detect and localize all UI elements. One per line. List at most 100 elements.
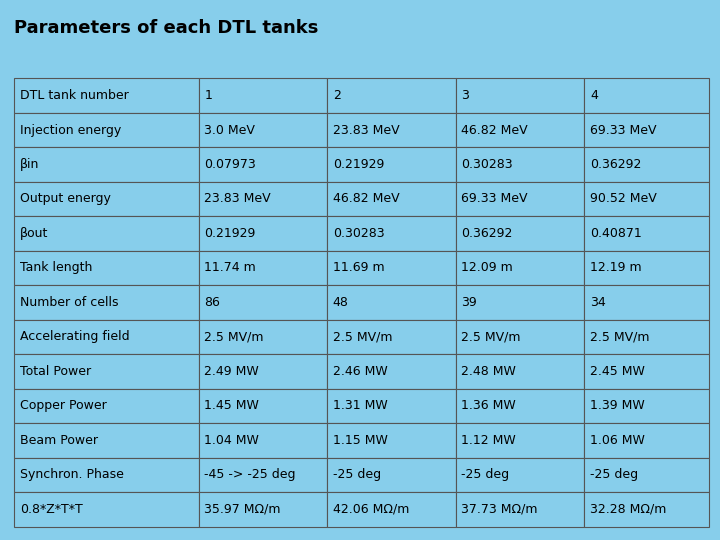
Bar bbox=[14, 78, 199, 113]
Text: 1: 1 bbox=[204, 89, 212, 102]
Text: 0.8*Z*T*T: 0.8*Z*T*T bbox=[20, 503, 83, 516]
Text: 11.74 m: 11.74 m bbox=[204, 261, 256, 274]
Text: 0.30283: 0.30283 bbox=[333, 227, 384, 240]
Bar bbox=[199, 457, 327, 492]
Text: 37.73 MΩ/m: 37.73 MΩ/m bbox=[462, 503, 538, 516]
Bar bbox=[456, 492, 584, 526]
Bar bbox=[199, 147, 327, 182]
Bar bbox=[456, 216, 584, 251]
Bar bbox=[327, 423, 456, 457]
Bar bbox=[199, 216, 327, 251]
Bar bbox=[327, 320, 456, 354]
Text: Injection energy: Injection energy bbox=[20, 124, 122, 137]
Text: 1.31 MW: 1.31 MW bbox=[333, 400, 387, 413]
Text: Output energy: Output energy bbox=[20, 192, 111, 205]
Bar bbox=[584, 216, 709, 251]
Text: 0.36292: 0.36292 bbox=[590, 158, 642, 171]
Text: 32.28 MΩ/m: 32.28 MΩ/m bbox=[590, 503, 666, 516]
Text: Parameters of each DTL tanks: Parameters of each DTL tanks bbox=[14, 19, 319, 37]
Text: 2.48 MW: 2.48 MW bbox=[462, 365, 516, 378]
Bar bbox=[327, 389, 456, 423]
Bar bbox=[456, 78, 584, 113]
Bar bbox=[456, 423, 584, 457]
Bar bbox=[199, 492, 327, 526]
Text: 2.5 MV/m: 2.5 MV/m bbox=[333, 330, 392, 343]
Bar bbox=[199, 320, 327, 354]
Text: 4: 4 bbox=[590, 89, 598, 102]
Bar bbox=[199, 354, 327, 389]
Bar bbox=[14, 216, 199, 251]
Bar bbox=[584, 147, 709, 182]
Bar bbox=[456, 251, 584, 285]
Text: βout: βout bbox=[20, 227, 48, 240]
Bar bbox=[456, 182, 584, 216]
Text: -25 deg: -25 deg bbox=[590, 468, 638, 481]
Bar bbox=[456, 147, 584, 182]
Text: 42.06 MΩ/m: 42.06 MΩ/m bbox=[333, 503, 409, 516]
Bar bbox=[327, 147, 456, 182]
Text: 2.5 MV/m: 2.5 MV/m bbox=[462, 330, 521, 343]
Bar bbox=[199, 285, 327, 320]
Text: Copper Power: Copper Power bbox=[20, 400, 107, 413]
Bar bbox=[327, 285, 456, 320]
Text: 1.39 MW: 1.39 MW bbox=[590, 400, 644, 413]
Text: 0.40871: 0.40871 bbox=[590, 227, 642, 240]
Text: 12.19 m: 12.19 m bbox=[590, 261, 642, 274]
Text: DTL tank number: DTL tank number bbox=[20, 89, 129, 102]
Bar bbox=[584, 182, 709, 216]
Bar bbox=[584, 320, 709, 354]
Bar bbox=[14, 354, 199, 389]
Bar bbox=[14, 492, 199, 526]
Text: Tank length: Tank length bbox=[20, 261, 93, 274]
Bar bbox=[327, 113, 456, 147]
Bar bbox=[327, 251, 456, 285]
Text: 1.15 MW: 1.15 MW bbox=[333, 434, 387, 447]
Bar bbox=[14, 389, 199, 423]
Text: 2.5 MV/m: 2.5 MV/m bbox=[204, 330, 264, 343]
Text: -25 deg: -25 deg bbox=[462, 468, 510, 481]
Text: 48: 48 bbox=[333, 296, 348, 309]
Text: Synchron. Phase: Synchron. Phase bbox=[20, 468, 124, 481]
Bar bbox=[14, 182, 199, 216]
Text: 23.83 MeV: 23.83 MeV bbox=[204, 192, 271, 205]
Text: 0.07973: 0.07973 bbox=[204, 158, 256, 171]
Text: 46.82 MeV: 46.82 MeV bbox=[333, 192, 400, 205]
Bar bbox=[14, 285, 199, 320]
Bar bbox=[584, 251, 709, 285]
Bar bbox=[199, 251, 327, 285]
Bar bbox=[456, 113, 584, 147]
Text: Accelerating field: Accelerating field bbox=[20, 330, 130, 343]
Text: 90.52 MeV: 90.52 MeV bbox=[590, 192, 657, 205]
Bar bbox=[327, 182, 456, 216]
Text: -45 -> -25 deg: -45 -> -25 deg bbox=[204, 468, 296, 481]
Text: 34: 34 bbox=[590, 296, 606, 309]
Bar bbox=[199, 78, 327, 113]
Bar bbox=[584, 78, 709, 113]
Text: Number of cells: Number of cells bbox=[20, 296, 119, 309]
Text: 2.5 MV/m: 2.5 MV/m bbox=[590, 330, 649, 343]
Text: 12.09 m: 12.09 m bbox=[462, 261, 513, 274]
Text: 1.45 MW: 1.45 MW bbox=[204, 400, 259, 413]
Bar bbox=[456, 389, 584, 423]
Text: 69.33 MeV: 69.33 MeV bbox=[462, 192, 528, 205]
Text: 46.82 MeV: 46.82 MeV bbox=[462, 124, 528, 137]
Bar bbox=[584, 457, 709, 492]
Text: βin: βin bbox=[20, 158, 40, 171]
Text: 1.36 MW: 1.36 MW bbox=[462, 400, 516, 413]
Text: 3: 3 bbox=[462, 89, 469, 102]
Bar bbox=[584, 113, 709, 147]
Bar bbox=[14, 147, 199, 182]
Text: 2.45 MW: 2.45 MW bbox=[590, 365, 645, 378]
Text: 39: 39 bbox=[462, 296, 477, 309]
Text: 1.06 MW: 1.06 MW bbox=[590, 434, 645, 447]
Bar bbox=[456, 457, 584, 492]
Text: 0.21929: 0.21929 bbox=[204, 227, 256, 240]
Bar bbox=[14, 320, 199, 354]
Bar bbox=[327, 492, 456, 526]
Text: 3.0 MeV: 3.0 MeV bbox=[204, 124, 255, 137]
Text: Beam Power: Beam Power bbox=[20, 434, 98, 447]
Bar bbox=[327, 457, 456, 492]
Bar bbox=[584, 354, 709, 389]
Text: 0.36292: 0.36292 bbox=[462, 227, 513, 240]
Bar bbox=[14, 251, 199, 285]
